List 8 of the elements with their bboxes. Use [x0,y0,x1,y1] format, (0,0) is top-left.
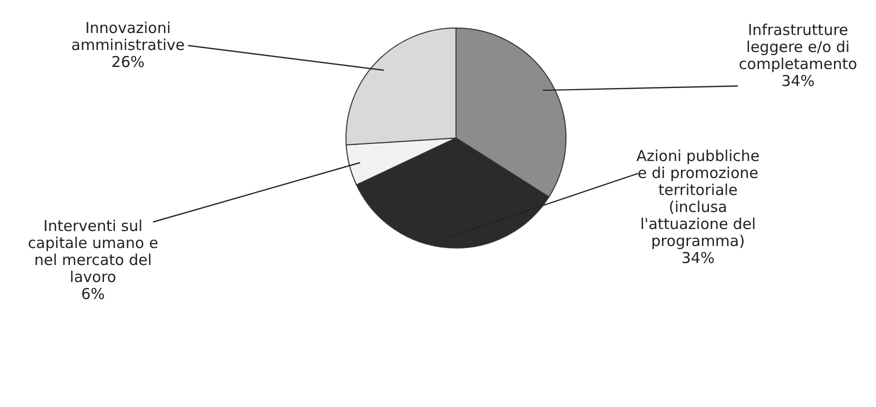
slice-label: Azioni pubbliche e di promozione territoriale (inclusa l'attuazione del programma) [636,147,760,250]
data-label: 26% [111,53,145,71]
data-label: 34% [681,249,715,267]
data-label: 6% [81,285,105,303]
data-label: 34% [781,72,815,90]
slice-label: Infrastrutture leggere e/o di completamento [738,21,858,73]
slice-label: Innovazioni amministrative [71,19,185,54]
slice-label: Interventi sul capitale umano e nel mercato del lavoro [28,217,158,286]
